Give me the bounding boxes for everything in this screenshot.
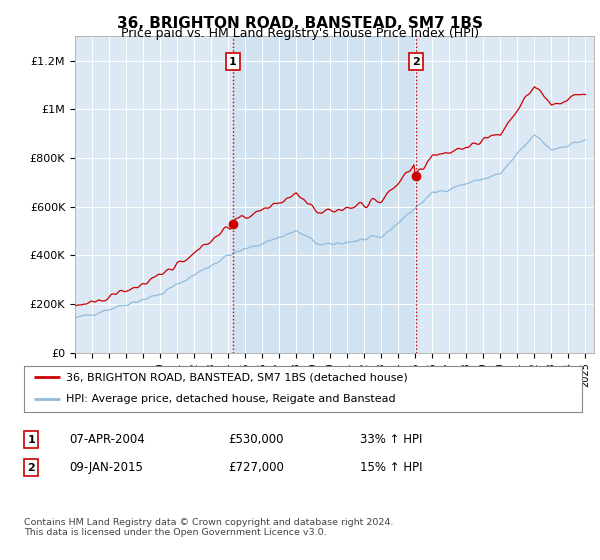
Text: 09-JAN-2015: 09-JAN-2015 xyxy=(69,461,143,474)
Text: 15% ↑ HPI: 15% ↑ HPI xyxy=(360,461,422,474)
Text: 1: 1 xyxy=(229,57,236,67)
Text: 33% ↑ HPI: 33% ↑ HPI xyxy=(360,433,422,446)
Text: HPI: Average price, detached house, Reigate and Banstead: HPI: Average price, detached house, Reig… xyxy=(66,394,395,404)
Text: 2: 2 xyxy=(28,463,35,473)
Text: 1: 1 xyxy=(28,435,35,445)
Text: Price paid vs. HM Land Registry's House Price Index (HPI): Price paid vs. HM Land Registry's House … xyxy=(121,27,479,40)
Text: £530,000: £530,000 xyxy=(228,433,284,446)
Text: 2: 2 xyxy=(412,57,420,67)
Text: £727,000: £727,000 xyxy=(228,461,284,474)
Text: Contains HM Land Registry data © Crown copyright and database right 2024.
This d: Contains HM Land Registry data © Crown c… xyxy=(24,518,394,538)
Text: 36, BRIGHTON ROAD, BANSTEAD, SM7 1BS (detached house): 36, BRIGHTON ROAD, BANSTEAD, SM7 1BS (de… xyxy=(66,372,407,382)
Bar xyxy=(233,36,416,353)
Text: 36, BRIGHTON ROAD, BANSTEAD, SM7 1BS: 36, BRIGHTON ROAD, BANSTEAD, SM7 1BS xyxy=(117,16,483,31)
Text: 07-APR-2004: 07-APR-2004 xyxy=(69,433,145,446)
